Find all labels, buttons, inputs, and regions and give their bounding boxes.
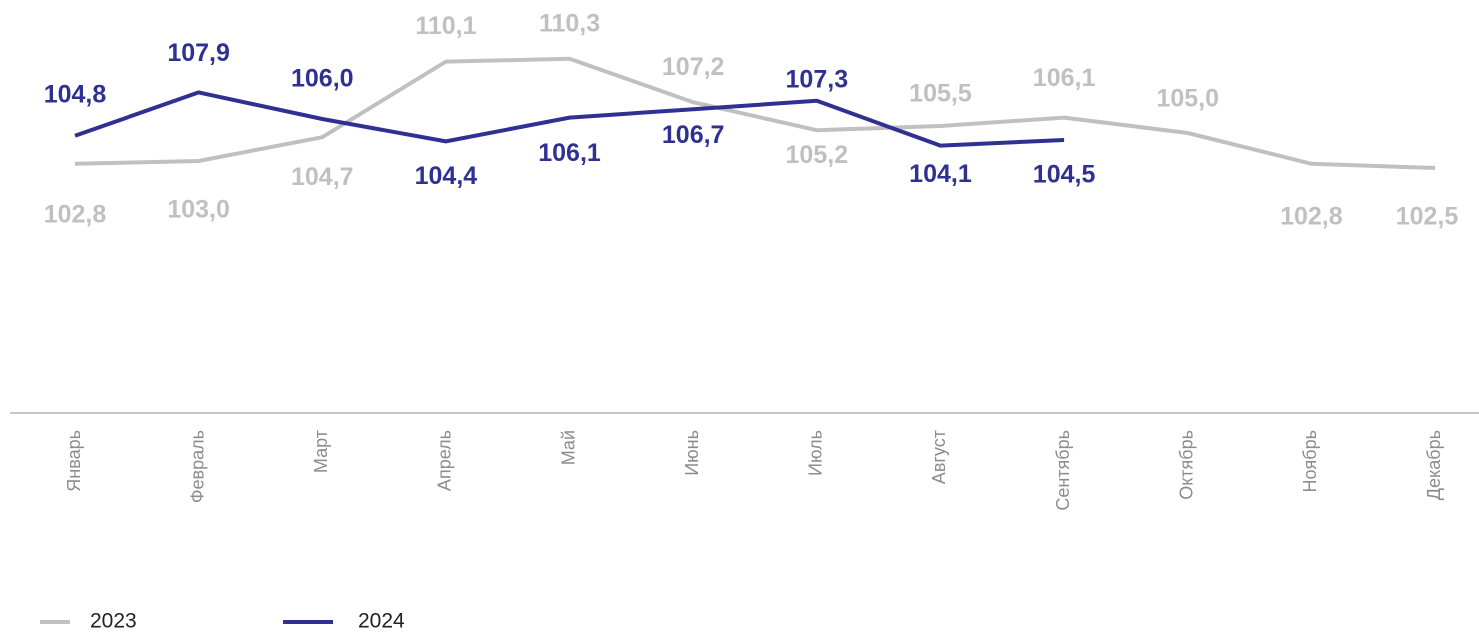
x-tick-label: Ноябрь bbox=[1300, 430, 1320, 492]
value-label: 106,1 bbox=[1033, 64, 1096, 92]
value-label: 104,1 bbox=[909, 160, 972, 188]
x-tick-label: Июль bbox=[806, 430, 826, 476]
value-label: 104,5 bbox=[1033, 161, 1096, 189]
value-label: 104,7 bbox=[291, 163, 354, 191]
value-label: 107,9 bbox=[167, 39, 230, 67]
x-tick-label: Март bbox=[311, 430, 331, 473]
value-label: 102,8 bbox=[44, 200, 107, 228]
series-line bbox=[74, 56, 1436, 170]
x-tick-label: Октябрь bbox=[1176, 430, 1196, 500]
x-tick-label: Август bbox=[929, 430, 949, 484]
x-tick-label: Май bbox=[558, 430, 578, 465]
value-label: 106,1 bbox=[538, 139, 601, 167]
legend-label: 2023 bbox=[90, 610, 137, 633]
value-label: 105,0 bbox=[1156, 85, 1219, 113]
x-tick-label: Декабрь bbox=[1424, 430, 1444, 500]
value-label: 104,8 bbox=[44, 80, 107, 108]
series-line bbox=[74, 90, 1065, 148]
x-tick-label: Февраль bbox=[187, 430, 207, 503]
value-label: 104,4 bbox=[415, 162, 478, 190]
value-label: 110,3 bbox=[539, 9, 600, 37]
value-label: 106,7 bbox=[662, 121, 725, 149]
x-tick-label: Апрель bbox=[435, 430, 455, 491]
value-label: 107,2 bbox=[662, 53, 725, 81]
value-label: 110,1 bbox=[415, 12, 476, 40]
value-label: 106,0 bbox=[291, 65, 354, 93]
value-label: 102,5 bbox=[1396, 203, 1459, 231]
value-label: 102,8 bbox=[1280, 202, 1343, 230]
value-label: 107,3 bbox=[786, 65, 849, 93]
value-label: 105,2 bbox=[786, 141, 849, 169]
value-label: 103,0 bbox=[167, 196, 230, 224]
x-tick-label: Сентябрь bbox=[1053, 430, 1073, 511]
value-label: 105,5 bbox=[909, 80, 972, 108]
x-tick-label: Июнь bbox=[682, 430, 702, 476]
x-tick-label: Январь bbox=[64, 430, 84, 492]
legend-label: 2024 bbox=[358, 610, 405, 633]
